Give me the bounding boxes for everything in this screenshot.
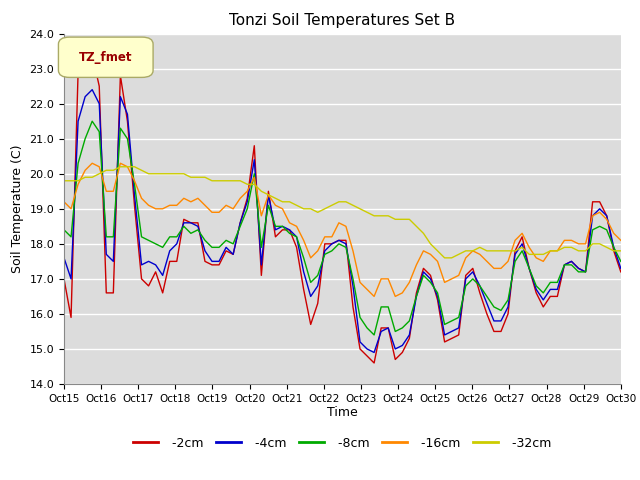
- Y-axis label: Soil Temperature (C): Soil Temperature (C): [11, 144, 24, 273]
- Text: TZ_fmet: TZ_fmet: [79, 51, 132, 64]
- FancyBboxPatch shape: [58, 37, 153, 77]
- Legend:  -2cm,  -4cm,  -8cm,  -16cm,  -32cm: -2cm, -4cm, -8cm, -16cm, -32cm: [128, 432, 557, 455]
- Title: Tonzi Soil Temperatures Set B: Tonzi Soil Temperatures Set B: [229, 13, 456, 28]
- X-axis label: Time: Time: [327, 407, 358, 420]
